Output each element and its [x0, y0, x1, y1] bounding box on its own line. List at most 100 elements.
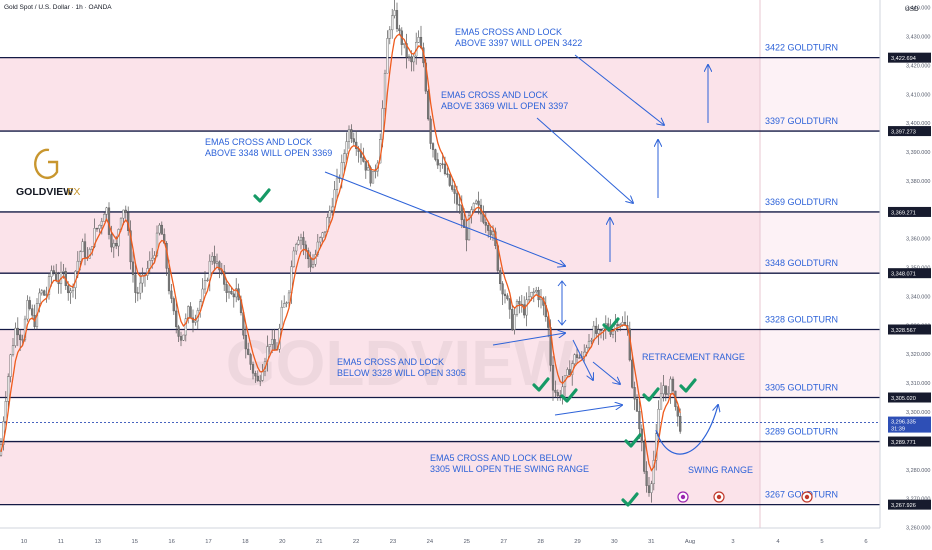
- candle-body: [441, 163, 444, 165]
- candle-body: [2, 421, 5, 445]
- candle-body: [335, 177, 339, 191]
- candle-body: [115, 243, 118, 247]
- x-tick-label: 25: [464, 539, 470, 545]
- candle-body: [124, 209, 127, 213]
- candle-body: [71, 287, 75, 292]
- candle-body: [100, 221, 103, 226]
- x-tick-label: 23: [390, 539, 396, 545]
- x-tick-label: 3: [731, 539, 734, 545]
- candle-body: [386, 38, 389, 74]
- candle-body: [249, 354, 252, 365]
- candle-body: [160, 224, 163, 235]
- level-label: 3422 GOLDTURN: [765, 43, 838, 53]
- check-icon: [642, 387, 660, 402]
- candle-body: [14, 327, 17, 346]
- candle-body: [621, 322, 624, 325]
- y-tick-label: 3,410.000: [906, 92, 930, 98]
- candle-body: [391, 15, 394, 31]
- candle-body: [676, 406, 679, 417]
- candle-body: [287, 292, 291, 303]
- candle-body: [170, 290, 173, 299]
- candle-body: [463, 219, 466, 228]
- candle-body: [525, 299, 528, 316]
- watermark-text: GOLDVIEW: [226, 327, 575, 399]
- candle-body: [475, 200, 478, 204]
- annotation-arrow: [324, 171, 565, 266]
- candle-body: [602, 328, 605, 331]
- candle-body: [511, 309, 514, 330]
- candle-body: [131, 261, 135, 276]
- check-icon: [679, 378, 697, 393]
- y-tick-label: 3,360.000: [906, 237, 930, 243]
- x-tick-label: 21: [316, 539, 322, 545]
- currency-label: USD: [905, 6, 919, 13]
- level-axis-label: 3,289.771: [891, 440, 916, 446]
- candle-body: [76, 260, 79, 272]
- candle-body: [429, 118, 432, 144]
- x-tick-label: 18: [242, 539, 248, 545]
- candle-body: [321, 232, 324, 238]
- brand-suffix: FX: [67, 186, 80, 198]
- candle-body: [331, 206, 334, 211]
- candle-body: [129, 230, 132, 263]
- candle-body: [105, 207, 108, 215]
- candle-body: [383, 73, 387, 109]
- level-axis-tag: [888, 206, 931, 217]
- annotation-text: RETRACEMENT RANGE: [642, 352, 745, 362]
- x-tick-label: 5: [820, 539, 823, 545]
- candle-body: [350, 129, 353, 139]
- candle-body: [110, 234, 113, 248]
- candle-body: [155, 232, 159, 256]
- level-label: 3267 GOLDTURN: [765, 490, 838, 500]
- candle-body: [412, 55, 415, 63]
- candle-body: [573, 354, 576, 364]
- candle-body: [491, 231, 495, 236]
- check-icon: [624, 433, 642, 448]
- candle-body: [299, 237, 303, 241]
- candle-body: [472, 203, 475, 210]
- candle-body: [7, 376, 10, 402]
- y-tick-label: 3,380.000: [906, 179, 930, 185]
- candle-body: [328, 210, 331, 218]
- candle-body: [38, 292, 41, 304]
- candle-body: [650, 483, 653, 493]
- candle-body: [343, 153, 346, 163]
- candle-body: [81, 241, 84, 252]
- brand-name: GOLDVIEW: [16, 186, 73, 198]
- candle-body: [136, 292, 139, 294]
- ema5-line: [0, 33, 681, 472]
- candle-body: [364, 161, 367, 171]
- annotation-arrow: [554, 405, 622, 416]
- candle-body: [515, 301, 519, 315]
- zone-extension: [760, 329, 880, 398]
- candle-body: [647, 485, 651, 493]
- candle-body: [527, 296, 531, 300]
- candle-body: [667, 393, 670, 395]
- candle-body: [151, 257, 154, 261]
- candle-body: [259, 380, 262, 382]
- candle-body: [535, 290, 538, 293]
- candle-body: [664, 385, 667, 395]
- candle-body: [431, 143, 435, 150]
- check-icon: [621, 492, 639, 507]
- candle-body: [530, 291, 533, 298]
- level-axis-tag: [888, 324, 931, 335]
- candle-body: [597, 329, 600, 334]
- candle-body: [532, 291, 535, 293]
- candle-body: [578, 357, 581, 359]
- candle-body: [671, 378, 675, 392]
- candle-body: [455, 193, 459, 205]
- x-tick-label: 15: [131, 539, 137, 545]
- annotation-text: BELOW 3328 WILL OPEN 3305: [337, 368, 466, 378]
- candle-body: [523, 304, 526, 316]
- annotation-text: ABOVE 3369 WILL OPEN 3397: [441, 101, 568, 111]
- x-tick-label: 24: [427, 539, 434, 545]
- candle-body: [218, 261, 221, 271]
- x-tick-label: 6: [864, 539, 867, 545]
- candle-body: [340, 162, 343, 179]
- candle-body: [235, 288, 238, 298]
- candle-body: [247, 348, 250, 355]
- level-axis-tag: [888, 52, 931, 63]
- annotation-text: ABOVE 3397 WILL OPEN 3422: [455, 38, 582, 48]
